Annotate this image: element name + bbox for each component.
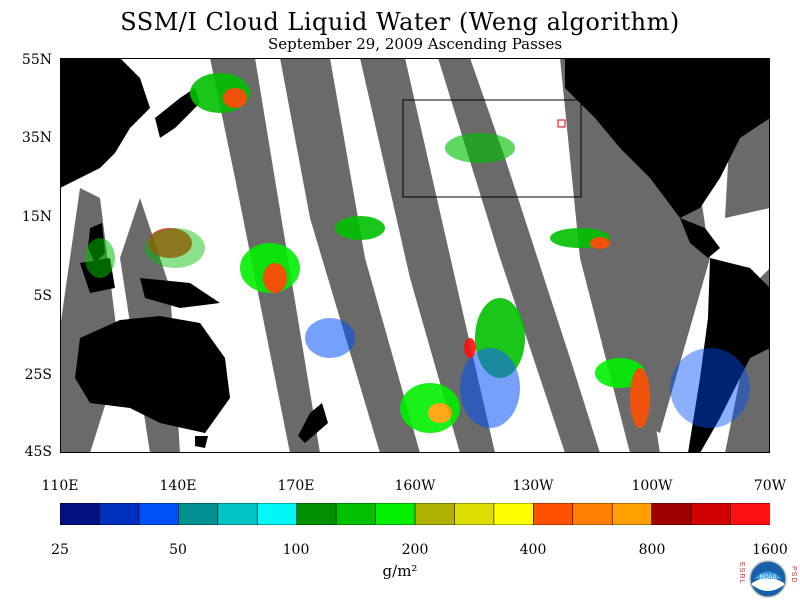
colorbar-swatch — [493, 503, 535, 525]
lon-label: 160W — [394, 478, 436, 494]
colorbar-label: 100 — [282, 542, 310, 558]
land-central-america — [680, 218, 720, 258]
colorbar-swatch — [335, 503, 377, 525]
lon-label: 100W — [631, 478, 673, 494]
colorbar-swatch — [217, 503, 259, 525]
map-subtitle: September 29, 2009 Ascending Passes — [267, 35, 563, 53]
swath-gap-4 — [280, 58, 420, 453]
logo-right-text: PSD — [790, 566, 797, 584]
lon-label: 170E — [277, 478, 315, 494]
colorbar-label: 50 — [169, 542, 187, 558]
lon-label: 140E — [159, 478, 197, 494]
colorbar-swatch — [651, 503, 692, 525]
cloud-patch — [590, 237, 610, 249]
cloud-patch — [630, 368, 650, 428]
colorbar-swatch — [611, 503, 653, 525]
colorbar-swatch — [533, 503, 574, 525]
colorbar-label: 1600 — [752, 542, 788, 558]
land-south-america — [688, 258, 770, 453]
colorbar-swatch — [178, 503, 219, 525]
land — [60, 58, 770, 453]
cloud-patch — [464, 338, 476, 358]
land-japan — [155, 88, 200, 138]
colorbar-swatch — [375, 503, 416, 525]
colorbar-swatch — [414, 503, 456, 525]
map-border — [60, 58, 770, 453]
lon-label: 70W — [753, 478, 787, 494]
lon-label: 130W — [512, 478, 554, 494]
cloud-patch — [85, 238, 115, 278]
colorbar-label: 400 — [519, 542, 547, 558]
colorbar-label: 200 — [401, 542, 429, 558]
cloud-water-patches — [85, 73, 750, 433]
lat-label: 25S — [24, 367, 52, 383]
colorbar-swatch — [99, 503, 140, 525]
noaa-emblem-icon: NOAA — [749, 560, 787, 598]
colorbar-swatch — [60, 503, 101, 525]
colorbar-swatch — [690, 503, 732, 525]
colorbar-swatch — [454, 503, 495, 525]
lat-label: 15N — [21, 209, 52, 225]
cloud-patch — [148, 228, 192, 258]
colorbar-swatch — [256, 503, 298, 525]
lat-label: 35N — [21, 130, 52, 146]
units-label: g/m² — [382, 562, 418, 580]
colorbar-swatch — [138, 503, 180, 525]
land-tasmania — [195, 436, 208, 448]
cloud-patch — [145, 228, 205, 268]
land-australia — [75, 316, 230, 433]
land-asia — [60, 58, 150, 188]
lat-label: 5S — [33, 288, 53, 304]
lon-label: 110E — [41, 478, 79, 494]
cloud-patch — [428, 403, 452, 423]
land-new-guinea — [140, 278, 220, 308]
swath-gap-7 — [560, 58, 660, 453]
cloud-patch — [670, 348, 750, 428]
logo-center-text: NOAA — [759, 575, 776, 581]
cloud-patch — [460, 348, 520, 428]
cloud-patch — [445, 133, 515, 163]
land-new-zealand — [298, 403, 328, 443]
cloud-patch — [263, 263, 287, 293]
land-north-america — [565, 58, 770, 218]
region-box — [402, 99, 582, 198]
colorbar-label: 800 — [638, 542, 666, 558]
map-panel — [60, 58, 770, 453]
logo-left-text: ESRL — [738, 562, 745, 585]
colorbar — [60, 503, 770, 525]
map-title: SSM/I Cloud Liquid Water (Weng algorithm… — [120, 8, 680, 36]
colorbar-label: 25 — [51, 542, 69, 558]
swath-gap-5 — [360, 58, 495, 453]
colorbar-swatch — [730, 503, 770, 525]
cloud-patch — [305, 318, 355, 358]
colorbar-swatch — [296, 503, 337, 525]
cloud-patch — [223, 88, 247, 108]
region-marker — [557, 119, 566, 128]
colorbar-swatch — [572, 503, 614, 525]
noaa-logo: ESRL NOAA PSD — [738, 558, 798, 600]
lat-label: 45S — [24, 444, 52, 460]
cloud-patch — [335, 216, 385, 240]
lat-label: 55N — [21, 52, 52, 68]
